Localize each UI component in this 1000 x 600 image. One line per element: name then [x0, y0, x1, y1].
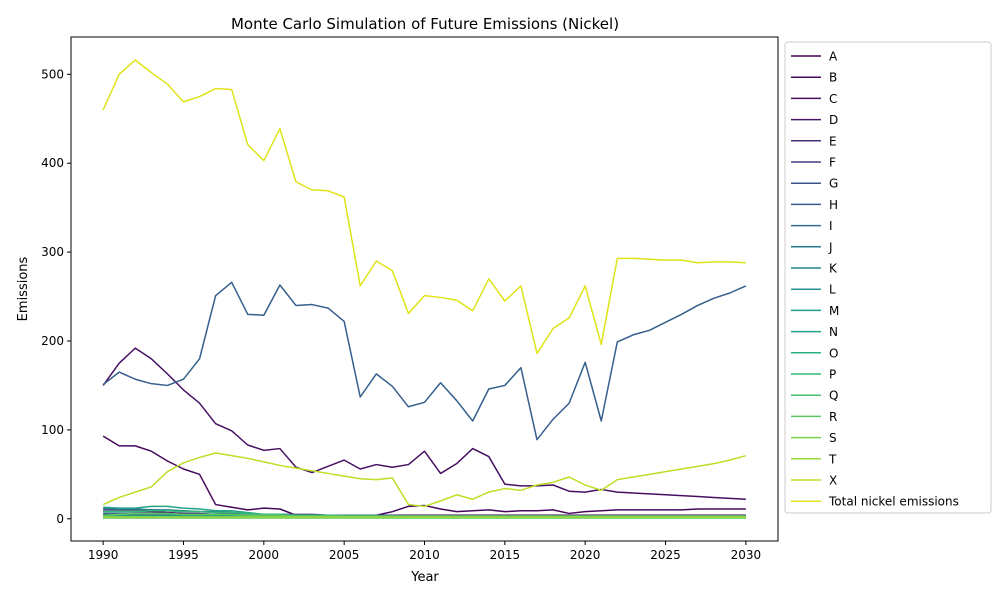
x-tick-label-4: 2010: [409, 548, 440, 562]
y-axis-label: Emissions: [16, 256, 31, 321]
y-tick-label-4: 400: [41, 156, 64, 170]
series-line-7: [102, 281, 747, 441]
legend-label-12: M: [829, 304, 839, 318]
series-line-17: [103, 512, 746, 517]
legend-label-21: Total nickel emissions: [828, 495, 959, 509]
series-line-20: [102, 452, 747, 508]
legend-frame: [784, 41, 992, 514]
legend-label-18: S: [829, 431, 837, 445]
series-line-1: [102, 435, 746, 516]
legend-label-11: L: [829, 283, 836, 297]
legend-label-10: K: [829, 262, 838, 276]
series-line-21: [102, 59, 746, 355]
legend-label-20: X: [829, 474, 837, 488]
y-tick-label-3: 300: [41, 245, 64, 259]
legend-label-8: I: [829, 219, 833, 233]
legend-label-6: G: [829, 177, 838, 191]
legend-label-17: R: [829, 410, 837, 424]
legend-label-2: C: [829, 92, 837, 106]
y-tick-label-0: 0: [56, 512, 64, 526]
x-tick-label-2: 2000: [249, 548, 280, 562]
legend-label-9: J: [828, 240, 833, 254]
legend-label-19: T: [828, 452, 837, 466]
x-tick-label-3: 2005: [329, 548, 360, 562]
chart-title: Monte Carlo Simulation of Future Emissio…: [231, 15, 619, 33]
y-axis: 0 100 200 300 400 500: [41, 67, 71, 526]
legend-label-14: O: [829, 346, 838, 360]
legend-label-13: N: [829, 325, 838, 339]
x-tick-label-6: 2020: [570, 548, 601, 562]
legend-label-7: H: [829, 198, 838, 212]
x-axis-label: Year: [410, 570, 439, 585]
y-tick-label-1: 100: [41, 423, 64, 437]
x-tick-label-1: 1995: [168, 548, 199, 562]
x-tick-label-0: 1990: [88, 548, 119, 562]
legend-label-5: F: [829, 156, 836, 170]
x-tick-label-7: 2025: [650, 548, 681, 562]
series-line-2: [102, 347, 746, 500]
x-axis: 1990 1995 2000 2005 2010 2015 2020 2025 2030: [88, 541, 761, 562]
legend-label-1: B: [829, 71, 837, 85]
x-tick-label-5: 2015: [490, 548, 521, 562]
legend-label-15: P: [829, 368, 836, 382]
y-tick-label-5: 500: [41, 67, 64, 81]
legend-label-0: A: [829, 50, 838, 64]
legend-label-3: D: [829, 113, 838, 127]
x-tick-label-8: 2030: [731, 548, 762, 562]
series-lines: [102, 59, 747, 519]
legend-label-16: Q: [829, 389, 838, 403]
legend-label-4: E: [829, 134, 837, 148]
y-tick-label-2: 200: [41, 334, 64, 348]
